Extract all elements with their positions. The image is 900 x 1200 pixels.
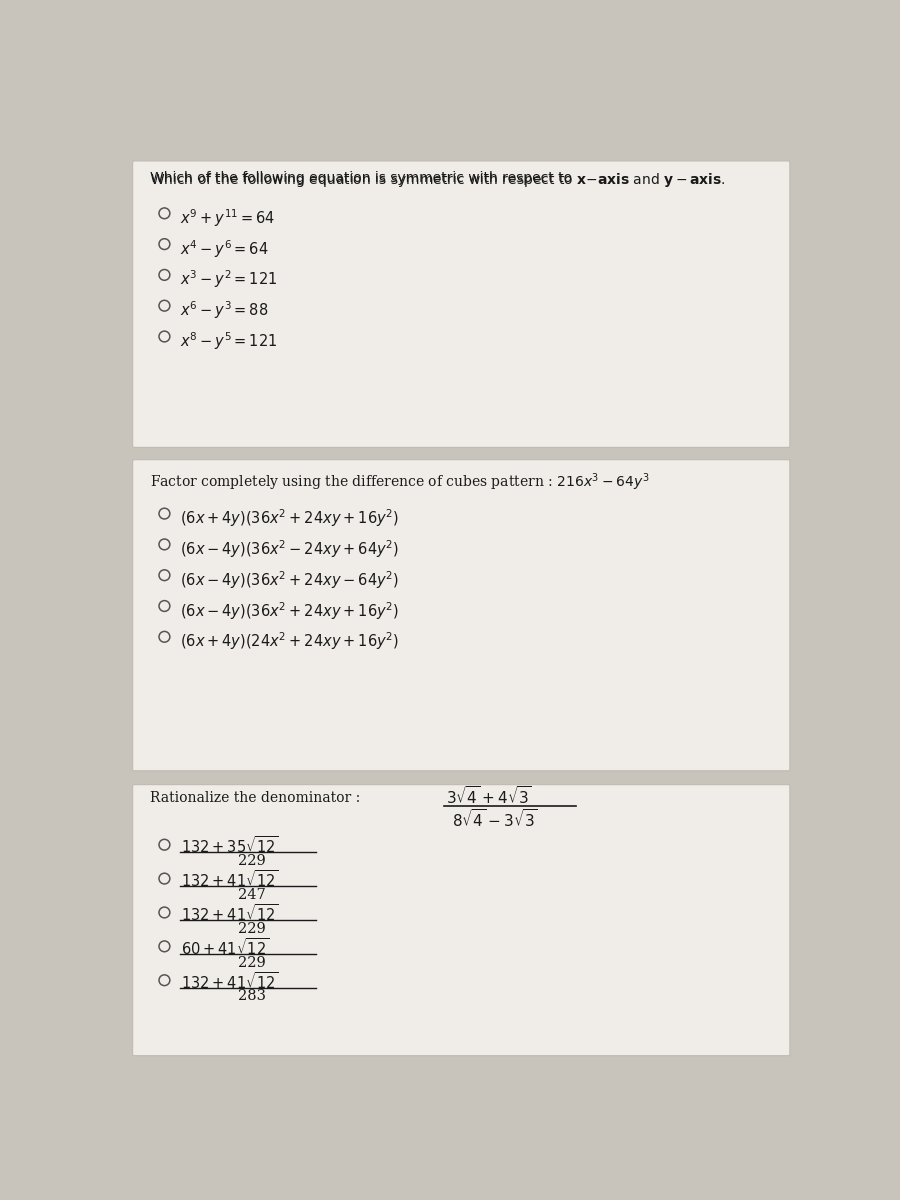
Text: Which of the following equation is symmetric with respect to: Which of the following equation is symme… (149, 170, 576, 185)
Text: Which of the following equation is symmetric with respect to $\mathbf{x}$$-$$\ma: Which of the following equation is symme… (149, 170, 725, 188)
Text: $x^9 + y^{11} = 64$: $x^9 + y^{11} = 64$ (180, 208, 275, 229)
Text: $132 + 41\sqrt{12}$: $132 + 41\sqrt{12}$ (182, 869, 279, 890)
Text: $x^4 - y^6 = 64$: $x^4 - y^6 = 64$ (180, 238, 268, 259)
Text: $(6x - 4y)(36x^2 + 24xy - 64y^2)$: $(6x - 4y)(36x^2 + 24xy - 64y^2)$ (180, 569, 399, 590)
Text: 247: 247 (238, 888, 266, 902)
Text: Factor completely using the difference of cubes pattern : $216x^3 - 64y^3$: Factor completely using the difference o… (149, 472, 649, 493)
Text: $(6x + 4y)(36x^2 + 24xy + 16y^2)$: $(6x + 4y)(36x^2 + 24xy + 16y^2)$ (180, 508, 399, 529)
Text: 283: 283 (238, 990, 266, 1003)
Text: $x^8 - y^5 = 121$: $x^8 - y^5 = 121$ (180, 330, 277, 352)
Text: $8\sqrt{4} - 3\sqrt{3}$: $8\sqrt{4} - 3\sqrt{3}$ (452, 808, 538, 829)
Text: 229: 229 (238, 922, 266, 936)
Text: $132 + 41\sqrt{12}$: $132 + 41\sqrt{12}$ (182, 904, 279, 924)
Text: $60 + 41\sqrt{12}$: $60 + 41\sqrt{12}$ (182, 937, 270, 958)
Text: $(6x + 4y)(24x^2 + 24xy + 16y^2)$: $(6x + 4y)(24x^2 + 24xy + 16y^2)$ (180, 631, 399, 653)
Text: Rationalize the denominator :: Rationalize the denominator : (149, 791, 364, 805)
Text: $(6x - 4y)(36x^2 - 24xy + 64y^2)$: $(6x - 4y)(36x^2 - 24xy + 64y^2)$ (180, 539, 399, 560)
Text: $132 + 41\sqrt{12}$: $132 + 41\sqrt{12}$ (182, 971, 279, 992)
Text: $3\sqrt{4} + 4\sqrt{3}$: $3\sqrt{4} + 4\sqrt{3}$ (446, 785, 532, 806)
Text: 229: 229 (238, 955, 266, 970)
Text: $x^6 - y^3 = 88$: $x^6 - y^3 = 88$ (180, 300, 268, 322)
Text: $x^3 - y^2 = 121$: $x^3 - y^2 = 121$ (180, 269, 277, 290)
Text: $132 + 35\sqrt{12}$: $132 + 35\sqrt{12}$ (182, 835, 279, 857)
FancyBboxPatch shape (132, 161, 790, 448)
FancyBboxPatch shape (132, 785, 790, 1056)
Text: 229: 229 (238, 854, 266, 868)
FancyBboxPatch shape (132, 460, 790, 770)
Text: $(6x - 4y)(36x^2 + 24xy + 16y^2)$: $(6x - 4y)(36x^2 + 24xy + 16y^2)$ (180, 600, 399, 622)
